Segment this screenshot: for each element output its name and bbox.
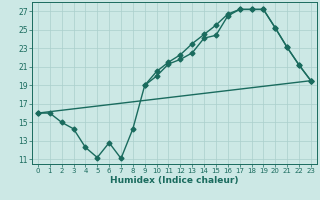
X-axis label: Humidex (Indice chaleur): Humidex (Indice chaleur) — [110, 176, 239, 185]
